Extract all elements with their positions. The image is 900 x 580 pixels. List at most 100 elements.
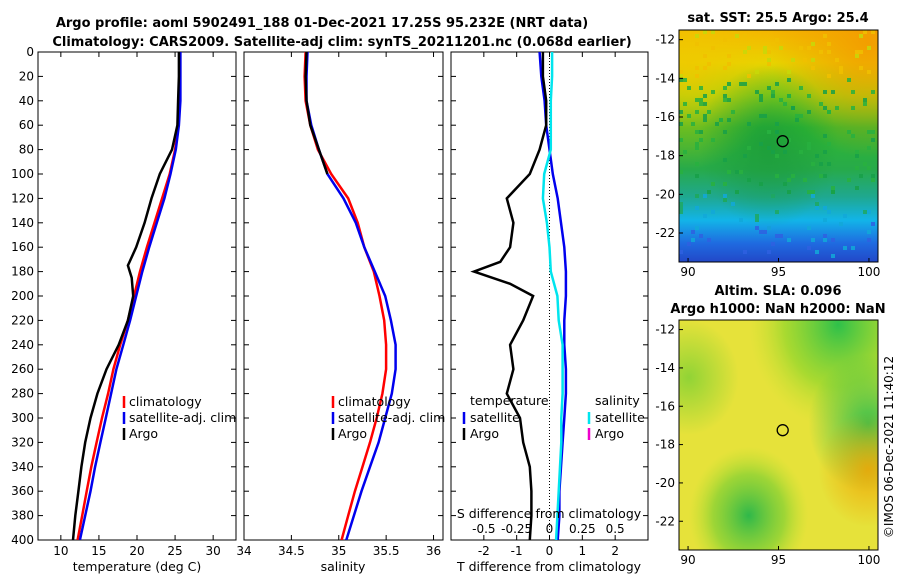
sst-pixel [807, 110, 811, 114]
sst-lat-tick-label: -14 [655, 71, 675, 85]
sst-pixel [791, 106, 795, 110]
sst-pixel [779, 234, 783, 238]
sst-pixel [731, 202, 735, 206]
sst-pixel [871, 174, 875, 178]
sst-pixel [711, 90, 715, 94]
sst-pixel [867, 130, 871, 134]
sst-pixel [823, 174, 827, 178]
sst-pixel [695, 34, 699, 38]
sst-pixel [715, 122, 719, 126]
legend-title-salinity: salinity [595, 393, 640, 408]
sst-pixel [831, 254, 835, 258]
sst-pixel [799, 86, 803, 90]
sst-pixel [759, 98, 763, 102]
sst-pixel [679, 122, 683, 126]
sst-pixel [795, 114, 799, 118]
sst-pixel [847, 78, 851, 82]
salinity-xtick-label: 36 [426, 544, 441, 558]
sst-pixel [695, 142, 699, 146]
sst-pixel [811, 194, 815, 198]
sst-pixel [755, 214, 759, 218]
sst-pixel [703, 94, 707, 98]
sst-pixel [787, 238, 791, 242]
sst-pixel [699, 98, 703, 102]
sst-pixel [727, 118, 731, 122]
sst-pixel [691, 122, 695, 126]
sst-pixel [819, 174, 823, 178]
sst-pixel [803, 178, 807, 182]
sst-pixel [735, 34, 739, 38]
sst-pixel [831, 90, 835, 94]
sst-pixel [707, 62, 711, 66]
sst-pixel [799, 46, 803, 50]
sst-pixel [703, 194, 707, 198]
sst-pixel [771, 242, 775, 246]
sst-pixel [775, 154, 779, 158]
sst-pixel [699, 102, 703, 106]
depth-ytick-label: 40 [19, 94, 34, 108]
sst-pixel [867, 46, 871, 50]
sst-pixel [827, 74, 831, 78]
tdiff-xtick-label: 2 [611, 544, 619, 558]
sst-pixel [711, 210, 715, 214]
sst-pixel [735, 190, 739, 194]
temperature-ticks: 10 15 20 25 30020406080100120140160180200220… [11, 45, 236, 558]
sst-pixel [855, 154, 859, 158]
depth-ytick-label: 20 [19, 69, 34, 83]
legend-label-sal-satellite: satellite [595, 410, 645, 425]
sst-green-core [679, 30, 878, 262]
sst-pixel-noise [679, 30, 875, 258]
sla-lat-tick-label: -16 [655, 399, 675, 413]
sst-pixel [855, 166, 859, 170]
sla-lat-tick-label: -12 [655, 323, 675, 337]
sst-pixel [739, 170, 743, 174]
sst-pixel [847, 130, 851, 134]
sst-pixel [855, 186, 859, 190]
sst-pixel [747, 74, 751, 78]
sst-pixel [871, 90, 875, 94]
sst-pixel [755, 70, 759, 74]
sst-pixel [859, 50, 863, 54]
depth-ytick-label: 80 [19, 143, 34, 157]
sst-pixel [739, 218, 743, 222]
temperature-xtick-label: 20 [129, 544, 144, 558]
sst-pixel [783, 182, 787, 186]
depth-ytick-label: 360 [11, 484, 34, 498]
salinity-xtick-label: 34 [236, 544, 251, 558]
sst-pixel [727, 98, 731, 102]
sst-pixel [815, 154, 819, 158]
sst-pixel [811, 238, 815, 242]
sst-pixel [867, 70, 871, 74]
sst-pixel [743, 250, 747, 254]
sst-pixel [771, 42, 775, 46]
salinity-legend: climatology satellite-adj. clim Argo [331, 394, 445, 441]
legend-label-satellite: satellite-adj. clim [338, 410, 445, 425]
sst-pixel [723, 194, 727, 198]
sst-pixel [743, 34, 747, 38]
sst-pixel [779, 46, 783, 50]
sst-pixel [767, 58, 771, 62]
difference-panel: -2 -1 0 1 2 -0.5 -0.25 0 0.25 0.5 T difference fr… [450, 51, 649, 574]
sst-pixel [707, 110, 711, 114]
sst-pixel [863, 102, 867, 106]
sst-lat-tick-label: -20 [655, 187, 675, 201]
sst-pixel [839, 222, 843, 226]
sst-pixel [807, 246, 811, 250]
sst-pixel [679, 74, 683, 78]
sst-pixel [791, 58, 795, 62]
sst-pixel [747, 146, 751, 150]
sst-pixel [787, 178, 791, 182]
imos-timestamp: ©IMOS 06-Dec-2021 11:40:12 [882, 356, 896, 538]
sst-pixel [723, 98, 727, 102]
sst-pixel [711, 30, 715, 34]
sst-pixel [815, 206, 819, 210]
sst-pixel [767, 146, 771, 150]
sst-pixel [787, 94, 791, 98]
sdiff-xtick-label: -0.25 [501, 522, 532, 536]
argo-position-marker [776, 424, 789, 437]
sst-pixel [703, 30, 707, 34]
sst-pixel [827, 142, 831, 146]
sst-pixel [807, 94, 811, 98]
sst-lat-tick-label: -16 [655, 110, 675, 124]
